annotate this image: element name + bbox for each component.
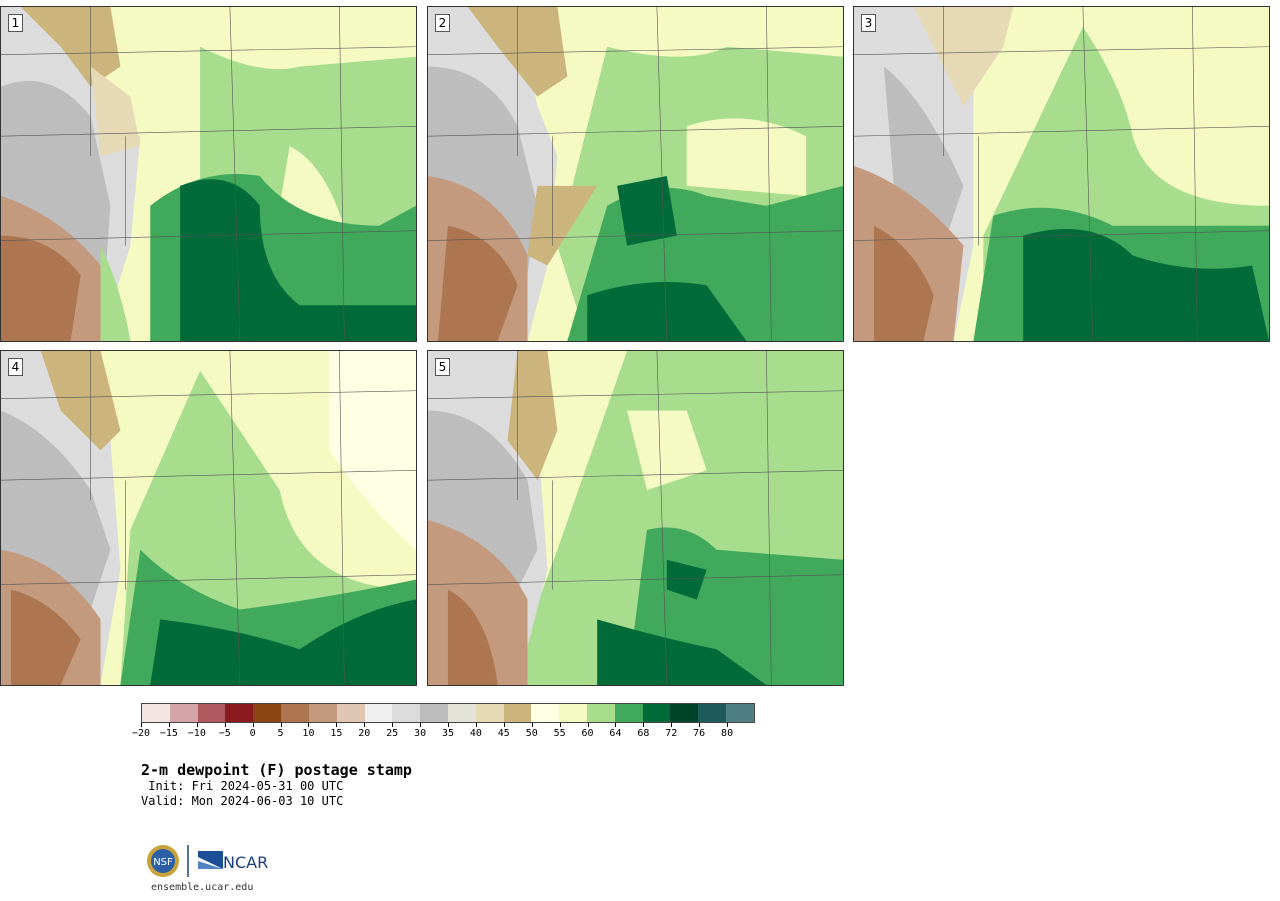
colorbar-tick-label: 30 [414,728,427,739]
colorbar-tick-mark [699,723,701,727]
map-panel-2: 2 [427,6,844,342]
colorbar-tick-label: 64 [609,728,622,739]
colorbar-swatch [364,704,393,722]
colorbar-swatch [336,704,365,722]
colorbar-tick-mark [336,723,338,727]
colorbar-tick-mark [727,723,729,727]
colorbar-swatch [447,704,476,722]
colorbar-tick-label: −20 [131,728,151,739]
colorbar-tick-label: −5 [218,728,231,739]
colorbar-tick-label: 60 [581,728,594,739]
panel-number-label: 1 [8,14,23,32]
init-time: Init: Fri 2024-05-31 00 UTC [141,779,344,793]
colorbar-tick-mark [224,723,226,727]
plot-title: 2-m dewpoint (F) postage stamp [141,761,412,779]
colorbar-tick-label: 5 [277,728,284,739]
ncar-logo-text: NCAR [223,853,268,872]
colorbar-tick-mark [141,723,142,727]
colorbar-swatch [142,704,170,722]
colorbar-tick-mark [420,723,422,727]
colorbar-tick-label: −15 [159,728,178,739]
colorbar-swatch [197,704,226,722]
colorbar-swatch [614,704,643,722]
colorbar-swatch [642,704,671,722]
nsf-logo-text: NSF [153,857,173,868]
colorbar-tick-mark [364,723,366,727]
map-panel-4: 4 [0,350,417,686]
colorbar-tick-mark [280,723,282,727]
panel-number-label: 5 [435,358,450,376]
colorbar-tick-mark [475,723,477,727]
panel-number-label: 4 [8,358,23,376]
dewpoint-map-5 [428,351,843,685]
colorbar-tick-mark [168,723,170,727]
colorbar-tick-label: 40 [469,728,482,739]
panel-number-label: 2 [435,14,450,32]
dewpoint-map-1 [1,7,416,341]
colorbar-tick-mark [587,723,589,727]
colorbar-tick-mark [503,723,505,727]
colorbar-tick-label: 76 [693,728,706,739]
colorbar-tick-label: −10 [187,728,206,739]
colorbar-tick-label: 15 [330,728,343,739]
colorbar-tick-mark [448,723,449,727]
colorbar-swatch [670,704,699,722]
colorbar-swatch [253,704,282,722]
dewpoint-colorbar [141,703,755,723]
colorbar-tick-label: 20 [358,728,371,739]
colorbar-swatch [225,704,254,722]
colorbar-tick-mark [531,723,533,727]
colorbar-tick-label: 10 [302,728,315,739]
colorbar-swatch [475,704,504,722]
colorbar-swatch [698,704,727,722]
nsf-ncar-logo: NSF NCAR [145,843,275,879]
dewpoint-map-3 [854,7,1269,341]
dewpoint-map-4 [1,351,416,685]
map-panel-5: 5 [427,350,844,686]
colorbar-swatch [281,704,309,722]
colorbar-tick-label: 55 [553,728,566,739]
colorbar-tick-label: 35 [441,728,455,739]
colorbar-tick-label: 50 [525,728,538,739]
colorbar-tick-label: 72 [665,728,678,739]
colorbar-tick-mark [252,723,254,727]
colorbar-swatch [308,704,337,722]
colorbar-swatch [531,704,560,722]
colorbar-tick-label: 25 [386,728,399,739]
dewpoint-map-2 [428,7,843,341]
colorbar-tick-mark [196,723,198,727]
colorbar-swatch [392,704,421,722]
colorbar-tick-label: 0 [249,728,256,739]
colorbar-swatch [169,704,198,722]
colorbar-tick-label: 45 [497,728,510,739]
colorbar-tick-mark [392,723,394,727]
website-url: ensemble.ucar.edu [151,882,254,893]
colorbar-tick-mark [643,723,645,727]
logo-graphic: NSF NCAR [147,845,268,877]
colorbar-tick-mark [559,723,561,727]
colorbar-tick-label: 80 [721,728,734,739]
colorbar-swatch [420,704,448,722]
colorbar-tick-mark [671,723,673,727]
colorbar-tick-mark [615,723,617,727]
colorbar-swatch [587,704,615,722]
map-panel-1: 1 [0,6,417,342]
valid-time: Valid: Mon 2024-06-03 10 UTC [141,794,344,808]
map-panel-3: 3 [853,6,1270,342]
colorbar-tick-label: 68 [637,728,650,739]
colorbar-ticks: −20 −15 −10 −5 0 5 10 15 20 25 30 35 40 45 50 55 60 64 68 7… [132,723,755,747]
colorbar-swatch [559,704,587,722]
colorbar-tick-mark [308,723,310,727]
colorbar-swatch [726,704,754,722]
panel-number-label: 3 [861,14,876,32]
colorbar-swatch [503,704,532,722]
